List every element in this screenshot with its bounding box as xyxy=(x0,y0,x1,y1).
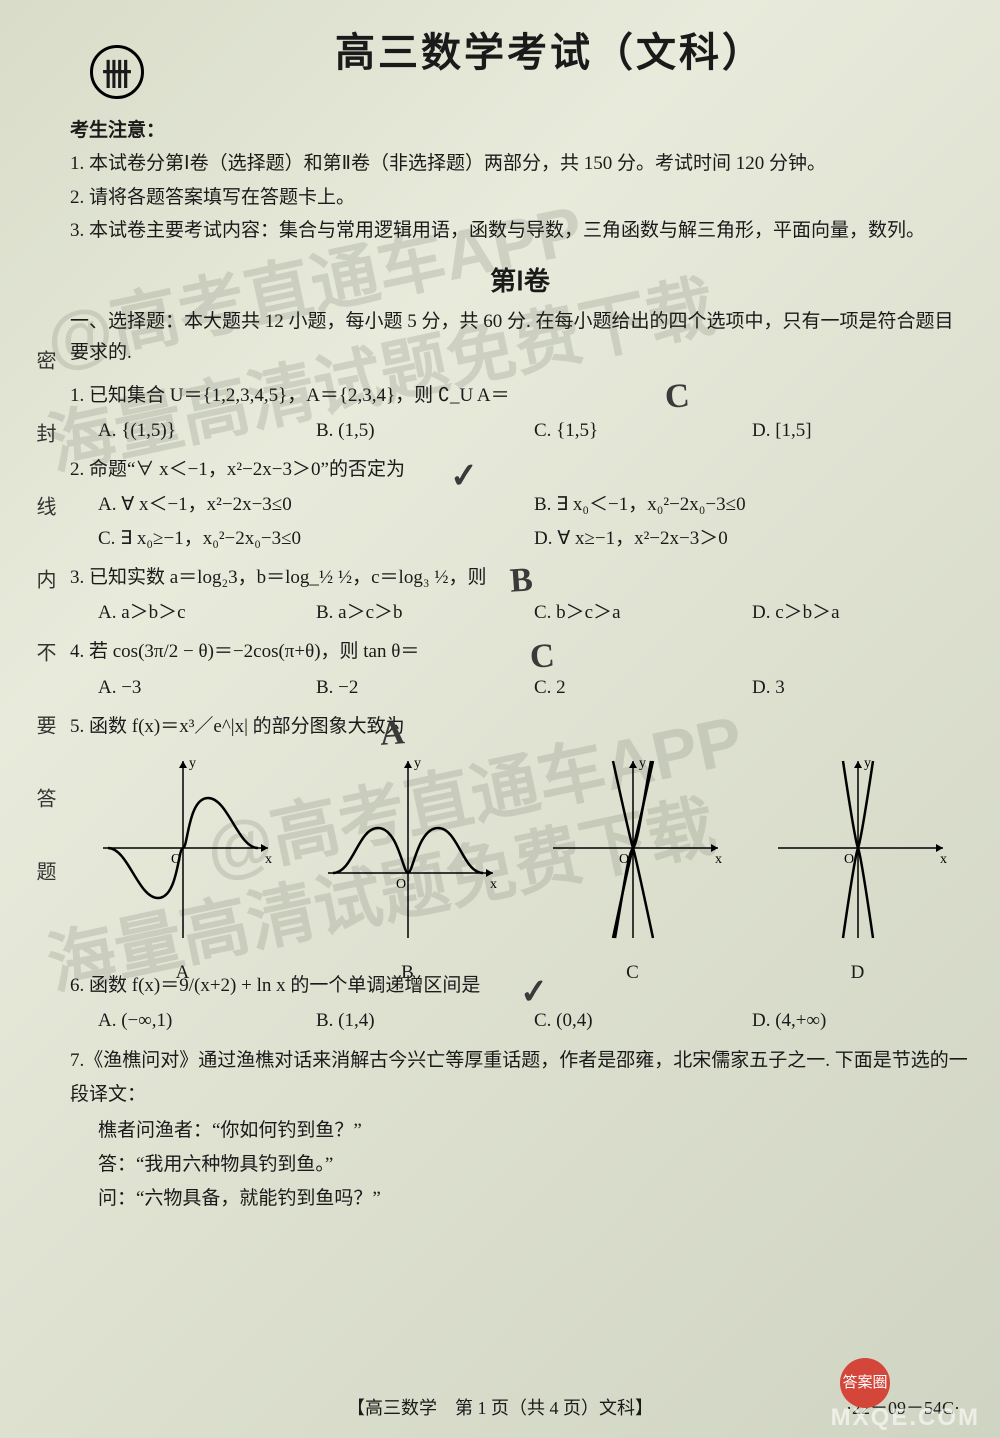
option: D. 3 xyxy=(752,671,970,704)
option: B. −2 xyxy=(316,671,534,704)
svg-text:y: y xyxy=(864,756,871,771)
graph-B-svg: x y O xyxy=(318,753,498,943)
option: A. −3 xyxy=(98,671,316,704)
q4-options: A. −3 B. −2 C. 2 D. 3 xyxy=(70,671,970,704)
svg-text:y: y xyxy=(639,756,646,771)
option: C. ∃ x₀≥−1，x₀²−2x₀−3≤0 xyxy=(98,522,534,555)
question-5: 5. 函数 f(x)＝x³／e^|x| 的部分图象大致为 A x y O A xyxy=(70,710,970,963)
option: A. {(1,5)} xyxy=(98,414,316,447)
exam-notice: 考生注意： 1. 本试卷分第Ⅰ卷（选择题）和第Ⅱ卷（非选择题）两部分，共 150… xyxy=(70,114,970,247)
handwritten-answer: ✓ xyxy=(518,962,551,1023)
question-4: 4. 若 cos(3π/2 − θ)＝−2cos(π+θ)，则 tan θ＝ C… xyxy=(70,635,970,704)
q7-line: 樵者问渔者：“你如何钓到鱼？” xyxy=(70,1114,970,1148)
svg-text:O: O xyxy=(396,877,406,892)
handwritten-answer: C xyxy=(663,366,692,427)
q7-line: 答：“我用六种物具钓到鱼。” xyxy=(70,1148,970,1182)
q1-stem: 1. 已知集合 U＝{1,2,3,4,5}，A＝{2,3,4}，则 ∁_U A＝ xyxy=(70,379,970,412)
svg-text:x: x xyxy=(940,852,947,867)
section-1-desc: 一、选择题：本大题共 12 小题，每小题 5 分，共 60 分. 在每小题给出的… xyxy=(70,306,970,369)
option: C. (0,4) xyxy=(534,1004,752,1037)
option: B. (1,5) xyxy=(316,414,534,447)
exam-page: 高三数学考试（文科） 考生注意： 1. 本试卷分第Ⅰ卷（选择题）和第Ⅱ卷（非选择… xyxy=(70,20,970,1408)
section-1-title: 第Ⅰ卷 xyxy=(70,261,970,298)
graph-C-svg: x y O xyxy=(543,753,723,943)
notice-line: 2. 请将各题答案填写在答题卡上。 xyxy=(70,181,970,214)
q6-options: A. (−∞,1) B. (1,4) C. (0,4) D. (4,+∞) xyxy=(70,1004,970,1037)
option: C. {1,5} xyxy=(534,414,752,447)
brand-watermark: MXQE.COM xyxy=(831,1404,980,1432)
question-3: 3. 已知实数 a＝log₂3，b＝log_½ ½，c＝log₃ ½，则 B A… xyxy=(70,561,970,630)
notice-line: 3. 本试卷主要考试内容：集合与常用逻辑用语，函数与导数，三角函数与解三角形，平… xyxy=(70,214,970,247)
option: A. a＞b＞c xyxy=(98,596,316,629)
svg-text:O: O xyxy=(844,852,854,867)
handwritten-answer: C xyxy=(528,627,557,688)
answer-badge: 答案圈 xyxy=(840,1358,890,1408)
option: A. (−∞,1) xyxy=(98,1004,316,1037)
option: C. 2 xyxy=(534,671,752,704)
question-6: 6. 函数 f(x)＝9/(x+2) + ln x 的一个单调递增区间是 ✓ A… xyxy=(70,969,970,1038)
svg-text:x: x xyxy=(265,852,272,867)
q2-stem: 2. 命题“∀ x＜−1，x²−2x−3＞0”的否定为 xyxy=(70,453,970,486)
question-7: 7.《渔樵问对》通过渔樵对话来消解古今兴亡等厚重话题，作者是邵雍，北宋儒家五子之… xyxy=(70,1044,970,1217)
binding-margin-text: 密 封 线 内 不 要 答 题 xyxy=(30,350,59,905)
svg-text:x: x xyxy=(715,852,722,867)
handwritten-answer: B xyxy=(508,550,535,611)
q5-graphs: x y O A x y O B xyxy=(70,753,970,963)
handwritten-answer: ✓ xyxy=(448,446,481,507)
svg-text:y: y xyxy=(189,756,196,771)
exam-title: 高三数学考试（文科） xyxy=(130,20,970,78)
option: D. c＞b＞a xyxy=(752,596,970,629)
option: D. (4,+∞) xyxy=(752,1004,970,1037)
option: D. ∀ x≥−1，x²−2x−3＞0 xyxy=(534,522,970,555)
graph-D: x y O D xyxy=(754,753,961,963)
graph-D-svg: x y O xyxy=(768,753,948,943)
notice-line: 1. 本试卷分第Ⅰ卷（选择题）和第Ⅱ卷（非选择题）两部分，共 150 分。考试时… xyxy=(70,147,970,180)
option: B. ∃ x₀＜−1，x₀²−2x₀−3≤0 xyxy=(534,488,970,521)
graph-B: x y O B xyxy=(304,753,511,963)
svg-text:y: y xyxy=(414,756,421,771)
q7-stem: 7.《渔樵问对》通过渔樵对话来消解古今兴亡等厚重话题，作者是邵雍，北宋儒家五子之… xyxy=(70,1044,970,1112)
q1-options: A. {(1,5)} B. (1,5) C. {1,5} D. [1,5] xyxy=(70,414,970,447)
option: C. b＞c＞a xyxy=(534,596,752,629)
question-2: 2. 命题“∀ x＜−1，x²−2x−3＞0”的否定为 ✓ A. ∀ x＜−1，… xyxy=(70,453,970,555)
q4-stem: 4. 若 cos(3π/2 − θ)＝−2cos(π+θ)，则 tan θ＝ xyxy=(70,635,970,668)
graph-A-svg: x y O xyxy=(93,753,273,943)
graph-A: x y O A xyxy=(79,753,286,963)
svg-text:x: x xyxy=(490,877,497,892)
option: D. [1,5] xyxy=(752,414,970,447)
question-1: 1. 已知集合 U＝{1,2,3,4,5}，A＝{2,3,4}，则 ∁_U A＝… xyxy=(70,379,970,448)
option: B. (1,4) xyxy=(316,1004,534,1037)
graph-C: x y O C xyxy=(529,753,736,963)
option: B. a＞c＞b xyxy=(316,596,534,629)
q2-options: A. ∀ x＜−1，x²−2x−3≤0 B. ∃ x₀＜−1，x₀²−2x₀−3… xyxy=(70,488,970,555)
notice-heading: 考生注意： xyxy=(70,114,970,147)
q7-line: 问：“六物具备，就能钓到鱼吗？” xyxy=(70,1182,970,1216)
q5-stem: 5. 函数 f(x)＝x³／e^|x| 的部分图象大致为 xyxy=(70,710,970,743)
